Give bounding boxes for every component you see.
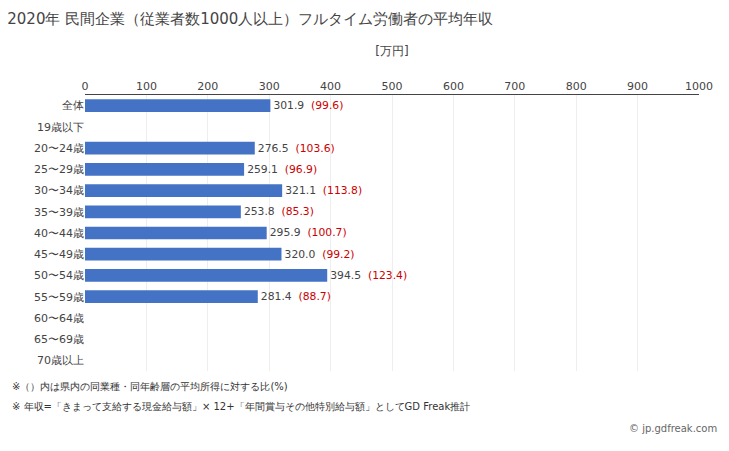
svg-text:276.5 (103.6): 276.5 (103.6): [258, 142, 335, 155]
svg-text:2020年 民間企業（従業者数1000人以上）フルタイム労働: 2020年 民間企業（従業者数1000人以上）フルタイム労働者の平均年収: [7, 10, 493, 28]
svg-text:40〜44歳: 40〜44歳: [34, 227, 84, 240]
svg-text:259.1 (96.9): 259.1 (96.9): [247, 163, 317, 176]
svg-text:320.0 (99.2): 320.0 (99.2): [285, 248, 355, 261]
svg-text:400: 400: [320, 80, 341, 93]
svg-text:300: 300: [259, 80, 280, 93]
svg-text:301.9 (99.6): 301.9 (99.6): [273, 99, 343, 112]
svg-text:35〜39歳: 35〜39歳: [34, 206, 84, 219]
svg-text:700: 700: [504, 80, 525, 93]
svg-text:100: 100: [136, 80, 157, 93]
svg-text:321.1 (113.8): 321.1 (113.8): [285, 184, 362, 197]
svg-text:65〜69歳: 65〜69歳: [34, 333, 84, 346]
svg-text:19歳以下: 19歳以下: [37, 121, 84, 134]
svg-text:50〜54歳: 50〜54歳: [34, 269, 84, 282]
svg-text:394.5 (123.4): 394.5 (123.4): [330, 269, 407, 282]
svg-text:1000: 1000: [685, 80, 713, 93]
svg-text:900: 900: [627, 80, 648, 93]
svg-text:30〜34歳: 30〜34歳: [34, 184, 84, 197]
svg-text:600: 600: [443, 80, 464, 93]
svg-text:70歳以上: 70歳以上: [37, 354, 84, 367]
svg-text:25〜29歳: 25〜29歳: [34, 163, 84, 176]
svg-text:253.8 (85.3): 253.8 (85.3): [244, 205, 314, 218]
svg-text:20〜24歳: 20〜24歳: [34, 142, 84, 155]
svg-text:500: 500: [382, 80, 403, 93]
svg-text:© jp.gdfreak.com: © jp.gdfreak.com: [629, 423, 717, 434]
svg-text:200: 200: [197, 80, 218, 93]
svg-text:0: 0: [82, 80, 89, 93]
svg-text:※（）内は県内の同業種・同年齢層の平均所得に対する比(%): ※（）内は県内の同業種・同年齢層の平均所得に対する比(%): [12, 381, 288, 392]
svg-text:[万円]: [万円]: [375, 44, 408, 58]
svg-text:60〜64歳: 60〜64歳: [34, 312, 84, 325]
svg-text:※ 年収=「きまって支給する現金給与額」× 12+「年間賞与: ※ 年収=「きまって支給する現金給与額」× 12+「年間賞与その他特別給与額」と…: [12, 401, 470, 412]
svg-text:281.4 (88.7): 281.4 (88.7): [261, 290, 331, 303]
svg-text:45〜49歳: 45〜49歳: [34, 248, 84, 261]
svg-text:295.9 (100.7): 295.9 (100.7): [270, 226, 347, 239]
svg-text:55〜59歳: 55〜59歳: [34, 291, 84, 304]
svg-text:全体: 全体: [62, 99, 84, 112]
svg-text:800: 800: [566, 80, 587, 93]
